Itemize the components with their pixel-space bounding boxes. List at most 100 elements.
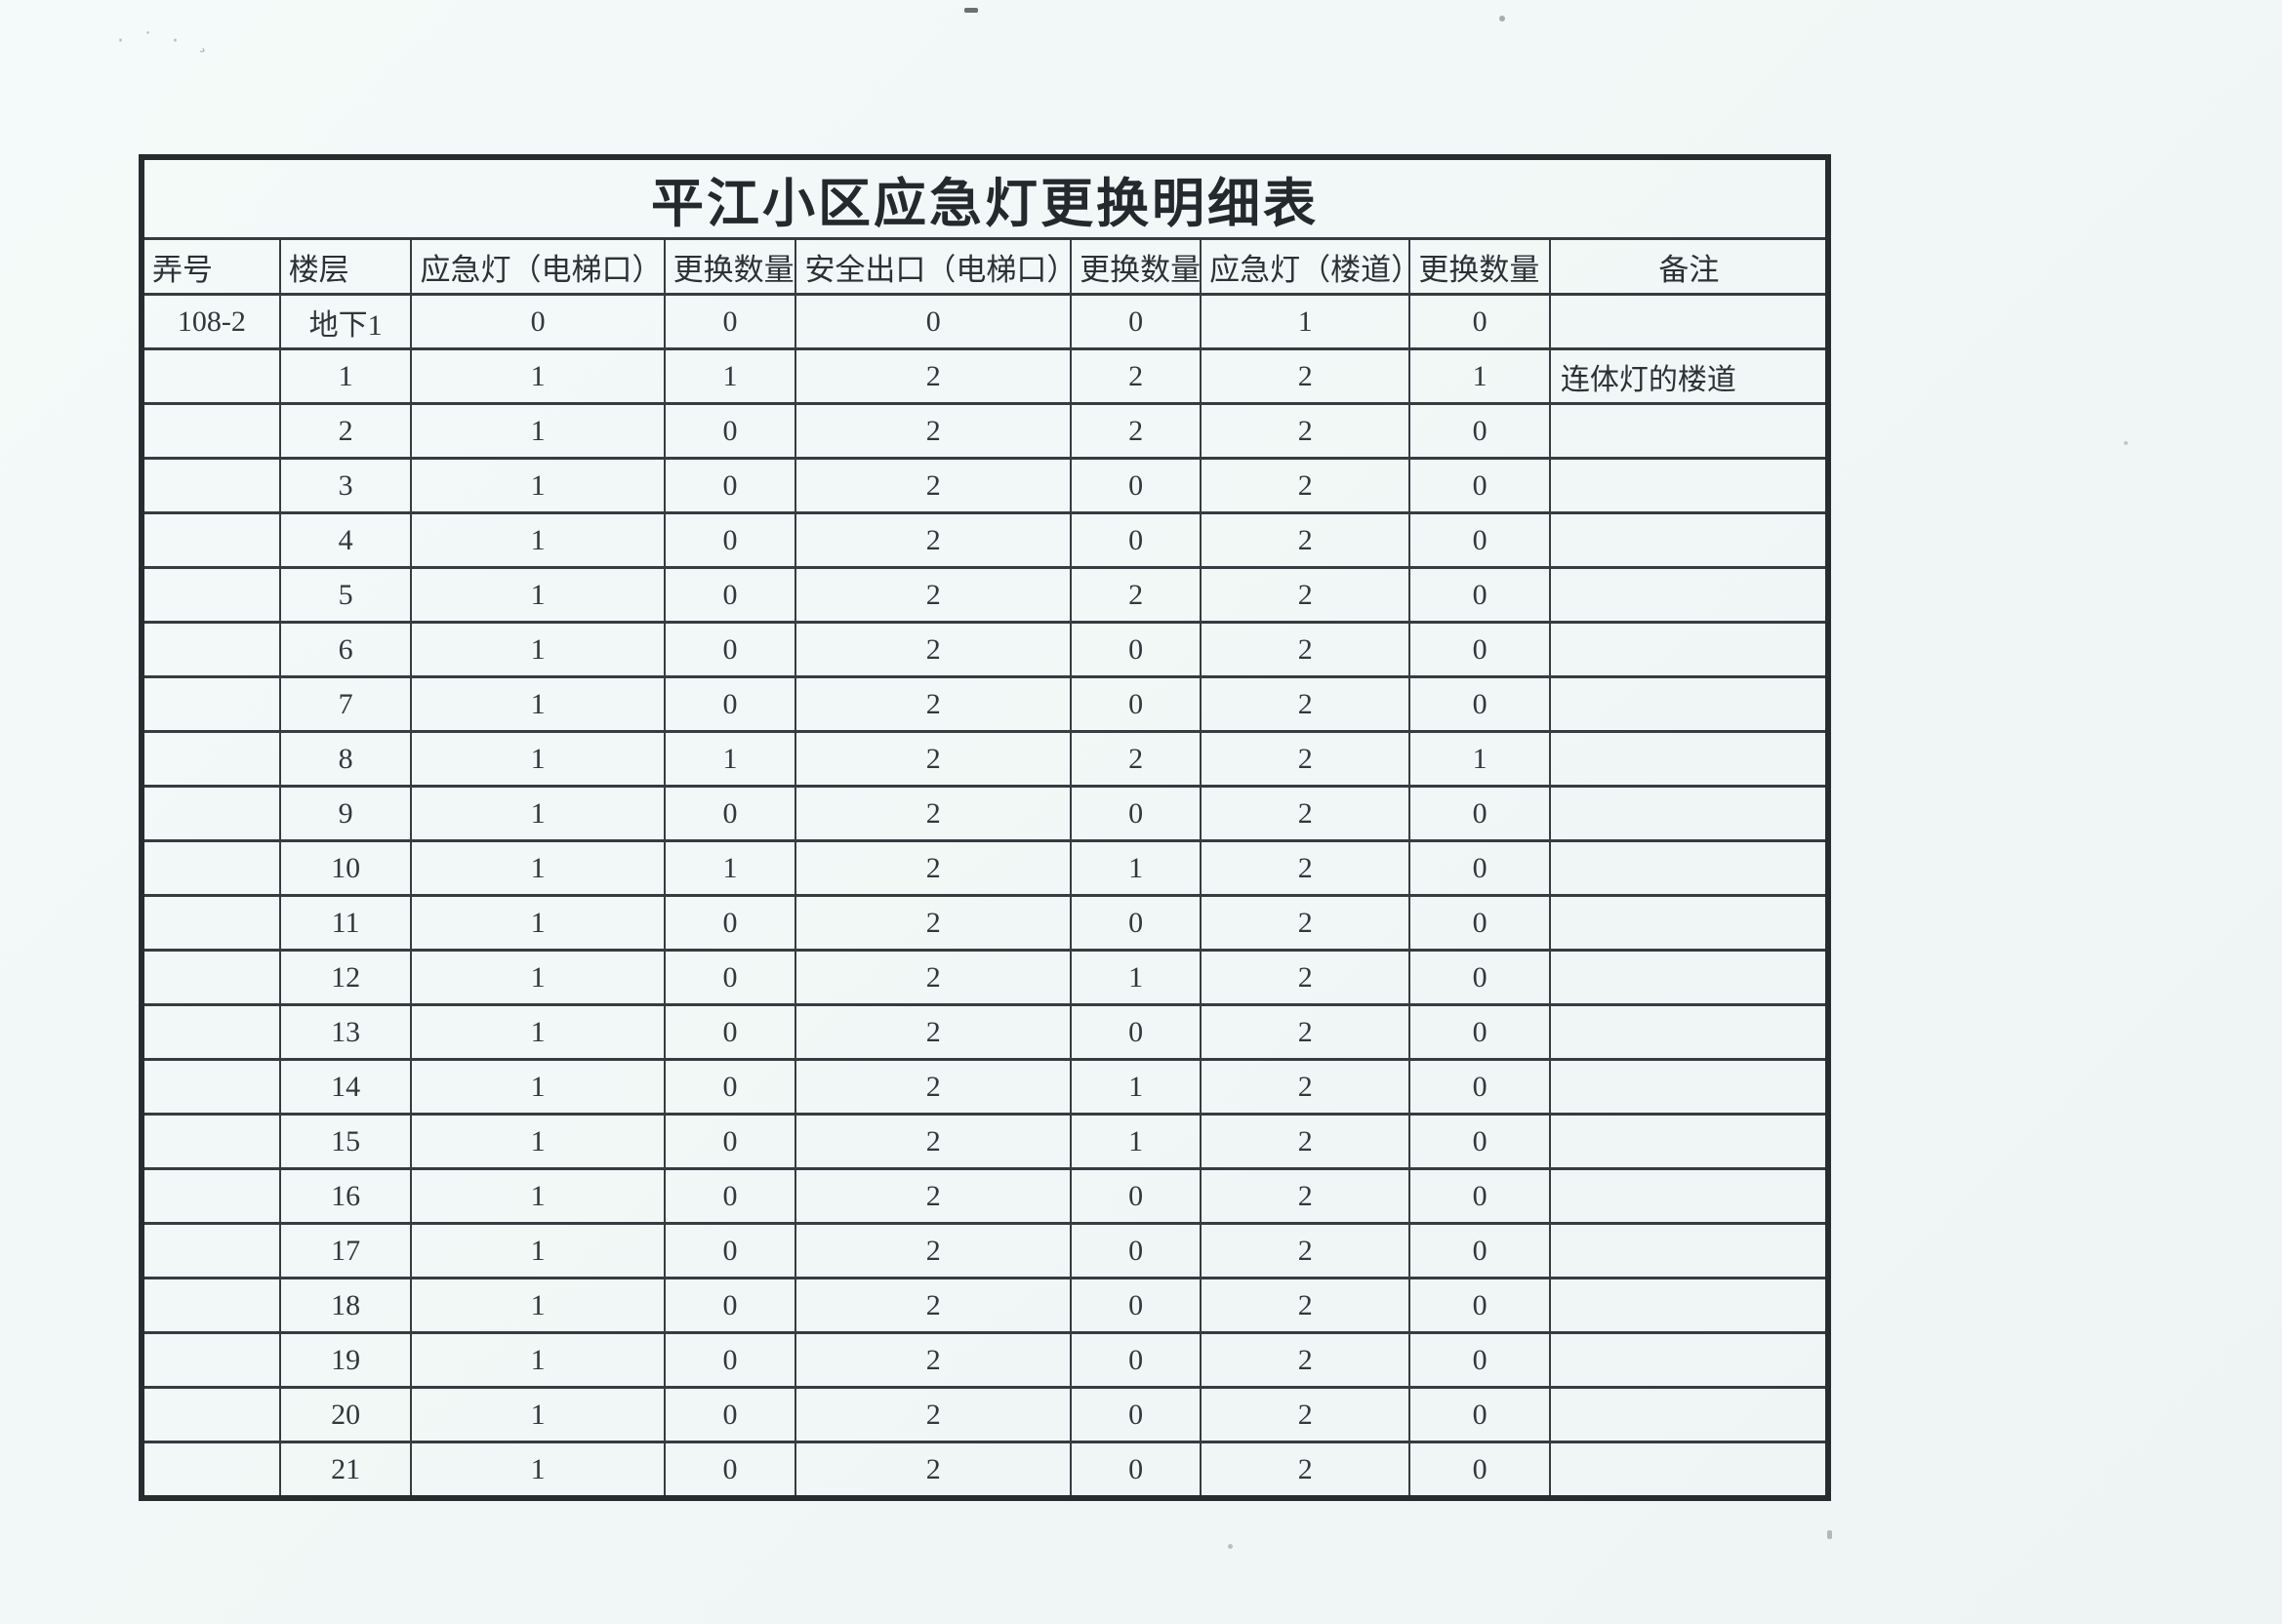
cell-lane-no — [141, 894, 281, 952]
cell-remark — [1548, 1331, 1830, 1389]
cell-floor: 16 — [278, 1167, 413, 1225]
cell-emergency-light-corridor: 2 — [1200, 1003, 1411, 1061]
cell-replace-qty-3: 0 — [1408, 894, 1551, 952]
column-header-remark: 备注 — [1548, 237, 1830, 296]
table-row: 18 1 0 2 0 2 0 — [141, 1277, 1830, 1334]
cell-safety-exit-elevator: 2 — [795, 1003, 1073, 1061]
column-header-safety-exit-elevator: 安全出口（电梯口） — [795, 237, 1073, 296]
cell-emergency-light-elevator: 1 — [410, 1058, 666, 1116]
cell-replace-qty-2: 0 — [1070, 1167, 1202, 1225]
scan-speck — [964, 8, 978, 13]
cell-replace-qty-2: 0 — [1070, 1277, 1202, 1334]
cell-emergency-light-corridor: 2 — [1200, 949, 1411, 1006]
cell-replace-qty-3: 0 — [1408, 1441, 1551, 1500]
cell-remark — [1548, 675, 1830, 733]
cell-replace-qty-1: 0 — [663, 457, 797, 514]
cell-safety-exit-elevator: 2 — [795, 1058, 1073, 1116]
cell-safety-exit-elevator: 0 — [795, 293, 1073, 350]
cell-replace-qty-2: 0 — [1070, 1222, 1202, 1279]
cell-replace-qty-3: 0 — [1408, 1222, 1551, 1279]
cell-lane-no — [141, 1331, 281, 1389]
cell-replace-qty-2: 0 — [1070, 785, 1202, 842]
cell-replace-qty-2: 1 — [1070, 839, 1202, 897]
cell-emergency-light-corridor: 2 — [1200, 730, 1411, 788]
cell-replace-qty-2: 0 — [1070, 457, 1202, 514]
cell-replace-qty-3: 0 — [1408, 1277, 1551, 1334]
cell-safety-exit-elevator: 2 — [795, 949, 1073, 1006]
column-header-replace-qty-3: 更换数量 — [1408, 237, 1551, 296]
cell-safety-exit-elevator: 2 — [795, 347, 1073, 405]
pencil-scribble: · ˙ · ¸ — [117, 29, 214, 54]
cell-remark — [1548, 785, 1830, 842]
cell-replace-qty-3: 0 — [1408, 949, 1551, 1006]
cell-remark — [1548, 293, 1830, 350]
cell-emergency-light-elevator: 1 — [410, 839, 666, 897]
table-row: 21 1 0 2 0 2 0 — [141, 1441, 1830, 1500]
cell-emergency-light-elevator: 1 — [410, 894, 666, 952]
cell-replace-qty-3: 0 — [1408, 1386, 1551, 1443]
column-header-lane-no: 弄号 — [141, 237, 281, 296]
cell-replace-qty-3: 0 — [1408, 1331, 1551, 1389]
cell-lane-no — [141, 457, 281, 514]
cell-lane-no — [141, 785, 281, 842]
cell-safety-exit-elevator: 2 — [795, 457, 1073, 514]
cell-replace-qty-3: 0 — [1408, 839, 1551, 897]
table-row: 12 1 0 2 1 2 0 — [141, 949, 1830, 1006]
cell-replace-qty-2: 0 — [1070, 1386, 1202, 1443]
cell-emergency-light-corridor: 2 — [1200, 675, 1411, 733]
column-header-emergency-light-corridor: 应急灯（楼道） — [1200, 237, 1411, 296]
table-body: 108-2 地下1 0 0 0 0 1 0 1 1 1 2 2 2 1 连体灯的楼道 2 1 0 2 2 2 0 3 1 0 2 0 2… — [141, 293, 1830, 1500]
cell-replace-qty-1: 0 — [663, 1003, 797, 1061]
cell-replace-qty-1: 0 — [663, 1113, 797, 1170]
cell-emergency-light-corridor: 2 — [1200, 1277, 1411, 1334]
cell-lane-no — [141, 1167, 281, 1225]
cell-emergency-light-corridor: 2 — [1200, 1222, 1411, 1279]
cell-safety-exit-elevator: 2 — [795, 1222, 1073, 1279]
column-header-replace-qty-2: 更换数量 — [1070, 237, 1202, 296]
cell-safety-exit-elevator: 2 — [795, 1331, 1073, 1389]
cell-replace-qty-1: 0 — [663, 1277, 797, 1334]
cell-replace-qty-2: 0 — [1070, 675, 1202, 733]
cell-floor: 8 — [278, 730, 413, 788]
cell-replace-qty-3: 0 — [1408, 1058, 1551, 1116]
cell-emergency-light-corridor: 2 — [1200, 347, 1411, 405]
cell-emergency-light-elevator: 0 — [410, 293, 666, 350]
cell-remark — [1548, 1386, 1830, 1443]
cell-emergency-light-corridor: 2 — [1200, 1167, 1411, 1225]
table-row: 13 1 0 2 0 2 0 — [141, 1003, 1830, 1061]
cell-replace-qty-3: 0 — [1408, 1003, 1551, 1061]
cell-emergency-light-corridor: 2 — [1200, 402, 1411, 460]
cell-floor: 6 — [278, 621, 413, 678]
cell-remark — [1548, 1277, 1830, 1334]
table-row: 11 1 0 2 0 2 0 — [141, 894, 1830, 952]
cell-replace-qty-3: 0 — [1408, 511, 1551, 569]
cell-safety-exit-elevator: 2 — [795, 566, 1073, 624]
cell-emergency-light-corridor: 2 — [1200, 457, 1411, 514]
cell-replace-qty-3: 1 — [1408, 347, 1551, 405]
cell-replace-qty-1: 0 — [663, 1386, 797, 1443]
scan-speck — [1228, 1544, 1233, 1549]
cell-replace-qty-1: 1 — [663, 839, 797, 897]
cell-replace-qty-3: 0 — [1408, 457, 1551, 514]
cell-emergency-light-elevator: 1 — [410, 457, 666, 514]
cell-safety-exit-elevator: 2 — [795, 1277, 1073, 1334]
cell-floor: 2 — [278, 402, 413, 460]
cell-remark — [1548, 621, 1830, 678]
table-row: 19 1 0 2 0 2 0 — [141, 1331, 1830, 1389]
cell-remark — [1548, 894, 1830, 952]
cell-remark — [1548, 839, 1830, 897]
cell-emergency-light-corridor: 2 — [1200, 785, 1411, 842]
cell-replace-qty-2: 0 — [1070, 894, 1202, 952]
cell-emergency-light-corridor: 2 — [1200, 511, 1411, 569]
cell-remark — [1548, 402, 1830, 460]
cell-replace-qty-2: 0 — [1070, 1003, 1202, 1061]
cell-safety-exit-elevator: 2 — [795, 675, 1073, 733]
cell-replace-qty-2: 0 — [1070, 293, 1202, 350]
cell-safety-exit-elevator: 2 — [795, 511, 1073, 569]
cell-emergency-light-elevator: 1 — [410, 1277, 666, 1334]
cell-replace-qty-1: 0 — [663, 894, 797, 952]
